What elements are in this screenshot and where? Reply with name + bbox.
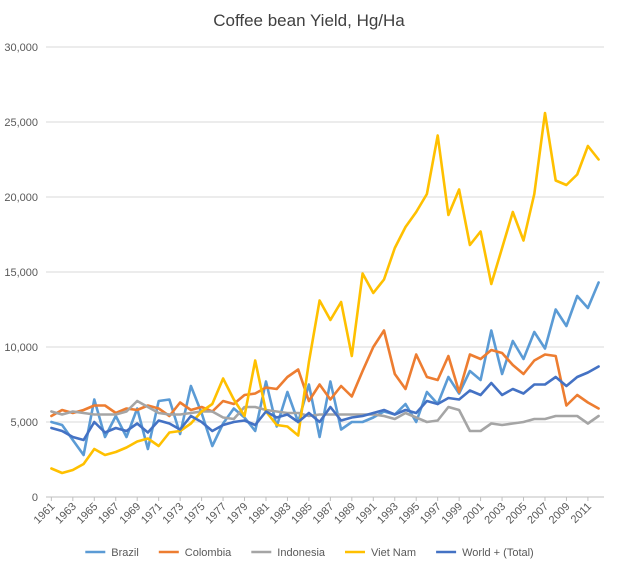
x-tick-label: 1961 — [32, 501, 58, 527]
legend-item: Colombia — [158, 547, 232, 559]
legend-label: Viet Nam — [371, 547, 416, 559]
series-line-viet-nam — [50, 111, 600, 475]
x-tick-label: 1985 — [289, 501, 315, 527]
x-tick-label: 1981 — [246, 501, 272, 527]
y-tick-label: 15,000 — [4, 267, 38, 279]
y-tick-label: 0 — [32, 492, 38, 504]
x-tick-label: 2005 — [504, 501, 530, 527]
y-tick-label: 30,000 — [4, 42, 38, 54]
x-tick-label: 1973 — [160, 501, 186, 527]
x-tick-label: 1977 — [203, 501, 229, 527]
y-tick-label: 5,000 — [10, 417, 38, 429]
legend-label: Brazil — [111, 547, 139, 559]
x-tick-label: 2009 — [547, 501, 573, 527]
legend-label: Colombia — [185, 547, 232, 559]
x-tick-label: 1979 — [225, 501, 251, 527]
x-tick-label: 1991 — [354, 501, 380, 527]
x-tick-label: 1983 — [268, 501, 294, 527]
gridlines — [46, 46, 604, 498]
x-tick-label: 1989 — [332, 501, 358, 527]
chart-title: Coffee bean Yield, Hg/Ha — [213, 11, 405, 30]
x-tick-label: 1993 — [375, 501, 401, 527]
series-lines — [50, 111, 600, 475]
legend: Brazil Colombia Indonesia Viet Nam World + (… — [85, 547, 534, 559]
x-tick-label: 2001 — [461, 501, 487, 527]
x-tick-label: 1969 — [118, 501, 144, 527]
legend-item: World + (Total) — [436, 547, 534, 559]
y-tick-label: 25,000 — [4, 117, 38, 129]
x-tick-label: 2011 — [569, 501, 594, 526]
x-tick-label: 2003 — [482, 501, 508, 527]
x-tick-label: 2007 — [525, 501, 551, 527]
x-tick-label: 1963 — [53, 501, 79, 527]
legend-label: World + (Total) — [462, 547, 534, 559]
x-tick-label: 1987 — [311, 501, 337, 527]
legend-item: Indonesia — [251, 547, 326, 559]
x-tick-label: 1999 — [439, 501, 465, 527]
x-tick-label: 1965 — [75, 501, 101, 527]
x-tick-label: 1997 — [418, 501, 444, 527]
y-tick-label: 10,000 — [4, 342, 38, 354]
y-tick-label: 20,000 — [4, 192, 38, 204]
x-axis-tick-labels: 1961196319651967196919711973197519771979… — [32, 497, 594, 526]
legend-item: Brazil — [85, 547, 139, 559]
x-tick-label: 1967 — [96, 501, 122, 527]
y-axis-tick-labels: 0 5,000 10,000 15,000 20,000 25,000 30,000 — [4, 42, 38, 504]
x-tick-label: 1975 — [182, 501, 208, 527]
legend-item: Viet Nam — [345, 547, 416, 559]
x-tick-label: 1971 — [139, 501, 165, 527]
series-line-colombia — [50, 329, 600, 418]
x-tick-label: 1995 — [397, 501, 423, 527]
legend-label: Indonesia — [277, 547, 326, 559]
series-line-world-total — [50, 365, 600, 442]
